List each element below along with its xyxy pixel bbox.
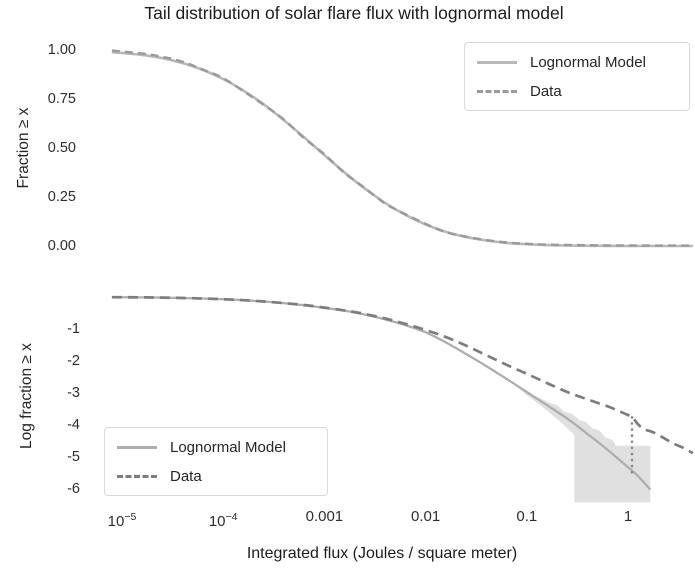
solid-line-swatch-icon: [117, 445, 157, 449]
x-tick-label: 0.01: [410, 508, 441, 525]
x-tick-label: 0.001: [305, 508, 344, 525]
legend-label: Data: [530, 82, 562, 100]
bottom-data-line: [111, 295, 694, 455]
y-tick-label: -5: [67, 449, 80, 465]
y-tick-label: 0.50: [47, 140, 76, 156]
x-axis-label: Integrated flux (Joules / square meter): [246, 545, 518, 562]
dashed-line-swatch-icon: [117, 474, 157, 478]
legend-top: Lognormal Model Data: [464, 42, 690, 111]
y-tick-label: 0.25: [47, 189, 76, 205]
chart-title: Tail distribution of solar flare flux wi…: [144, 3, 564, 23]
legend-item-lognormal-model: Lognormal Model: [117, 435, 315, 459]
legend-item-data: Data: [117, 464, 315, 488]
y-tick-label: 0.00: [47, 238, 76, 254]
top-data-line: [111, 49, 693, 247]
x-tick-label: 10−4: [208, 511, 238, 530]
y-tick-label: -1: [67, 321, 80, 337]
legend-label: Lognormal Model: [170, 438, 286, 456]
x-tick-label: 0.1: [516, 508, 538, 525]
y-tick-label: -2: [67, 353, 80, 369]
legend-item-data: Data: [477, 79, 677, 103]
solid-line-swatch-icon: [477, 60, 517, 64]
y-tick-label: -6: [67, 481, 80, 497]
legend-bottom: Lognormal Model Data: [104, 427, 328, 496]
confidence-band: [506, 378, 651, 503]
y-tick-label: -3: [67, 385, 80, 401]
x-tick-label: 1: [623, 508, 633, 525]
legend-label: Data: [170, 467, 202, 485]
y-tick-label: 1.00: [47, 42, 76, 58]
y-tick-label: 0.75: [47, 91, 76, 107]
x-tick-label: 10−5: [107, 511, 137, 530]
y-tick-label: -4: [67, 417, 80, 433]
legend-label: Lognormal Model: [530, 53, 646, 71]
legend-item-lognormal-model: Lognormal Model: [477, 50, 677, 74]
dashed-line-swatch-icon: [477, 89, 517, 93]
